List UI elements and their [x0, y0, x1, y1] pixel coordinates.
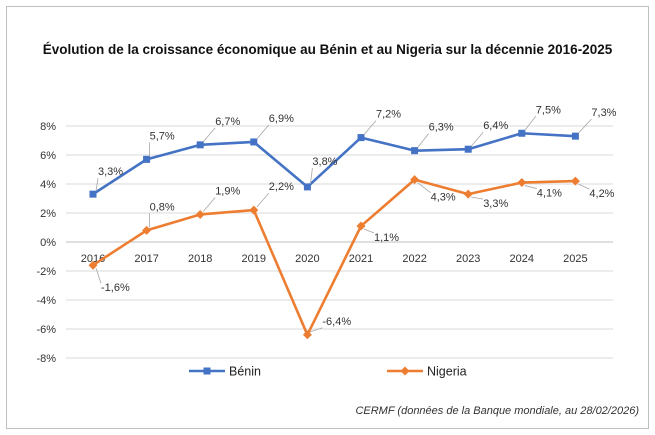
data-point	[196, 141, 204, 149]
data-point	[463, 189, 473, 199]
data-label-leader	[470, 131, 484, 147]
x-tick-label: 2021	[349, 253, 373, 265]
x-tick-label: 2018	[188, 253, 212, 265]
y-tick-label: -6%	[36, 324, 56, 336]
data-label: 7,2%	[376, 109, 401, 121]
data-label: 0,8%	[150, 201, 175, 213]
data-label: -6,4%	[322, 316, 351, 328]
data-label-leader	[95, 268, 102, 284]
data-label: 6,7%	[215, 116, 240, 128]
data-label-leader	[417, 133, 429, 148]
x-tick-label: 2020	[295, 253, 319, 265]
source-note: CERMF (données de la Banque mondiale, au…	[355, 405, 639, 417]
data-label-leader	[578, 183, 590, 190]
data-label: 3,8%	[312, 156, 337, 168]
data-label-leader	[524, 185, 537, 189]
data-point	[250, 138, 258, 146]
y-tick-label: 6%	[40, 150, 56, 162]
y-tick-label: 4%	[40, 179, 56, 191]
data-label-leader	[95, 178, 99, 192]
data-point	[464, 145, 472, 153]
data-point	[88, 260, 98, 270]
data-label-leader	[524, 116, 537, 131]
data-label-leader	[578, 118, 592, 134]
y-tick-label: -2%	[36, 266, 56, 278]
data-label: 1,9%	[215, 185, 240, 197]
y-tick-label: -4%	[36, 295, 56, 307]
x-tick-label: 2017	[134, 253, 158, 265]
data-point	[570, 176, 580, 186]
data-label-leader	[202, 127, 216, 143]
data-label-leader	[310, 327, 323, 333]
data-label-leader	[256, 192, 270, 208]
data-label: 6,4%	[483, 120, 508, 132]
series-line-nigeria	[92, 178, 576, 337]
data-point	[571, 132, 579, 140]
x-tick-label: 2025	[563, 253, 587, 265]
x-tick-label: 2022	[402, 253, 426, 265]
data-label-leader	[363, 120, 377, 135]
x-tick-label: 2023	[456, 253, 480, 265]
legend-marker	[400, 366, 410, 376]
data-point	[411, 147, 419, 155]
data-label-leader	[417, 182, 431, 193]
legend-label: Bénin	[229, 365, 261, 379]
data-label-leader	[202, 197, 216, 212]
y-axis: 8% 6% 4% 2% 0% -2% -4% -6% -8%	[36, 121, 56, 365]
y-tick-label: 0%	[40, 237, 56, 249]
data-label: 4,3%	[431, 192, 456, 204]
data-point	[303, 183, 311, 191]
data-point	[517, 178, 527, 188]
gridlines	[66, 125, 613, 359]
series-layer: 3,3% 5,7% 6,7% 6,9% 3,8% 7,2% 6,3% 6,4% 7,5% 7,3%…	[88, 104, 617, 340]
data-label: 6,9%	[269, 113, 294, 125]
legend-label: Nigeria	[427, 365, 467, 379]
chart-title: Évolution de la croissance économique au…	[42, 42, 613, 57]
data-label: 6,3%	[429, 122, 454, 134]
data-point	[357, 134, 365, 142]
data-label-leader	[363, 228, 375, 234]
data-label: 3,3%	[98, 166, 123, 178]
data-point	[143, 155, 151, 163]
legend: Bénin Nigeria	[189, 365, 467, 379]
data-label: 2,2%	[269, 181, 294, 193]
data-label: -1,6%	[101, 282, 130, 294]
x-axis: 2016 2017 2018 2019 2020 2021 2022 2023 2024 2025	[66, 241, 613, 265]
data-label: 7,3%	[591, 107, 616, 119]
data-label-leader	[471, 196, 484, 200]
x-tick-label: 2024	[510, 253, 534, 265]
data-point	[302, 330, 312, 340]
series-line-bénin	[92, 131, 576, 196]
data-point	[249, 205, 259, 215]
data-label: 4,1%	[537, 188, 562, 200]
data-label: 7,5%	[536, 104, 561, 116]
y-tick-label: -8%	[36, 353, 56, 365]
data-label-leader	[256, 124, 270, 140]
y-tick-label: 2%	[40, 208, 56, 220]
data-point	[89, 190, 97, 198]
x-tick-label: 2019	[242, 253, 266, 265]
data-label: 3,3%	[483, 198, 508, 210]
y-tick-label: 8%	[40, 121, 56, 133]
legend-marker	[203, 367, 211, 375]
data-label-leader	[310, 167, 313, 184]
data-point	[356, 221, 366, 231]
data-point	[195, 209, 205, 219]
data-point	[518, 129, 526, 137]
data-point	[142, 225, 152, 235]
data-label: 5,7%	[150, 130, 175, 142]
data-label: 4,2%	[589, 188, 614, 200]
data-point	[410, 175, 420, 185]
data-label: 1,1%	[374, 232, 399, 244]
